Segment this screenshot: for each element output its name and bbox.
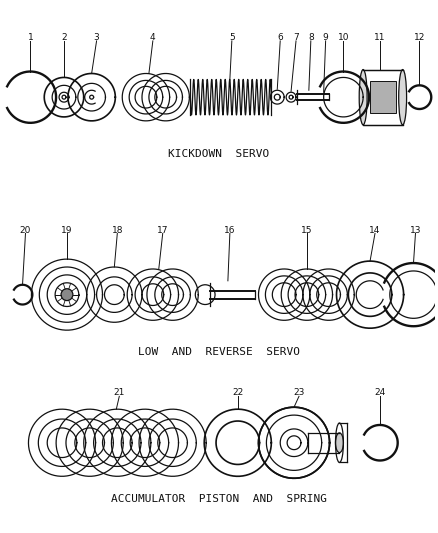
- Text: 12: 12: [414, 33, 425, 42]
- Text: LOW  AND  REVERSE  SERVO: LOW AND REVERSE SERVO: [138, 347, 300, 357]
- Text: 1: 1: [28, 33, 33, 42]
- Text: 6: 6: [277, 33, 283, 42]
- Text: 24: 24: [374, 389, 385, 398]
- Text: 19: 19: [61, 225, 73, 235]
- Ellipse shape: [336, 433, 343, 453]
- Text: 23: 23: [293, 389, 305, 398]
- Text: 7: 7: [293, 33, 299, 42]
- Text: 5: 5: [229, 33, 235, 42]
- Circle shape: [195, 285, 215, 304]
- Text: 22: 22: [232, 389, 244, 398]
- Text: 18: 18: [112, 225, 123, 235]
- Text: 3: 3: [94, 33, 99, 42]
- Text: 15: 15: [301, 225, 313, 235]
- Text: 11: 11: [374, 33, 386, 42]
- Text: 20: 20: [20, 225, 31, 235]
- Circle shape: [61, 289, 73, 301]
- Bar: [363, 69, 403, 125]
- Text: ACCUMULATOR  PISTON  AND  SPRING: ACCUMULATOR PISTON AND SPRING: [111, 494, 327, 504]
- Text: 2: 2: [61, 33, 67, 42]
- Text: 17: 17: [157, 225, 169, 235]
- Text: 16: 16: [224, 225, 236, 235]
- Bar: [370, 82, 396, 113]
- Ellipse shape: [399, 69, 406, 125]
- Text: 8: 8: [308, 33, 314, 42]
- Text: KICKDOWN  SERVO: KICKDOWN SERVO: [168, 149, 270, 158]
- Text: 4: 4: [150, 33, 155, 42]
- Text: 14: 14: [369, 225, 381, 235]
- Text: 13: 13: [410, 225, 421, 235]
- Text: 10: 10: [338, 33, 349, 42]
- Text: 21: 21: [113, 389, 125, 398]
- Ellipse shape: [359, 69, 367, 125]
- Text: 9: 9: [323, 33, 328, 42]
